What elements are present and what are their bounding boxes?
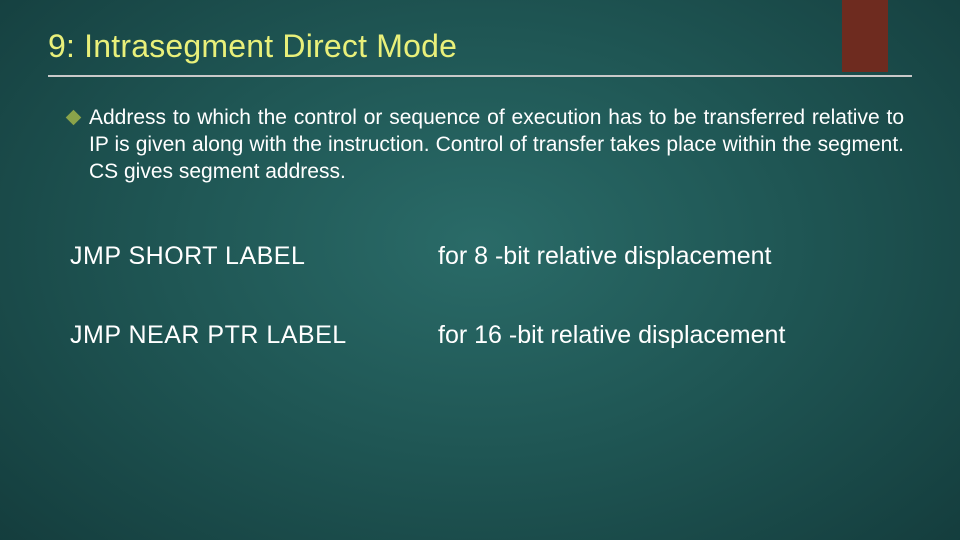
diamond-icon [66, 110, 82, 126]
example-code: JMP NEAR PTR LABEL [70, 321, 430, 350]
example-code: JMP SHORT LABEL [70, 242, 430, 271]
bullet-item: Address to which the control or sequence… [68, 105, 904, 186]
bullet-text: Address to which the control or sequence… [89, 105, 904, 186]
body-block: Address to which the control or sequence… [48, 105, 912, 350]
examples-block: JMP SHORT LABEL for 8 -bit relative disp… [68, 242, 904, 350]
example-desc: for 8 -bit relative displacement [430, 242, 904, 271]
slide-title: 9: Intrasegment Direct Mode [48, 28, 912, 75]
slide: 9: Intrasegment Direct Mode Address to w… [0, 0, 960, 350]
example-row: JMP NEAR PTR LABEL for 16 -bit relative … [70, 321, 904, 350]
accent-box [842, 0, 888, 72]
example-desc: for 16 -bit relative displacement [430, 321, 904, 350]
title-rule [48, 75, 912, 77]
example-row: JMP SHORT LABEL for 8 -bit relative disp… [70, 242, 904, 271]
